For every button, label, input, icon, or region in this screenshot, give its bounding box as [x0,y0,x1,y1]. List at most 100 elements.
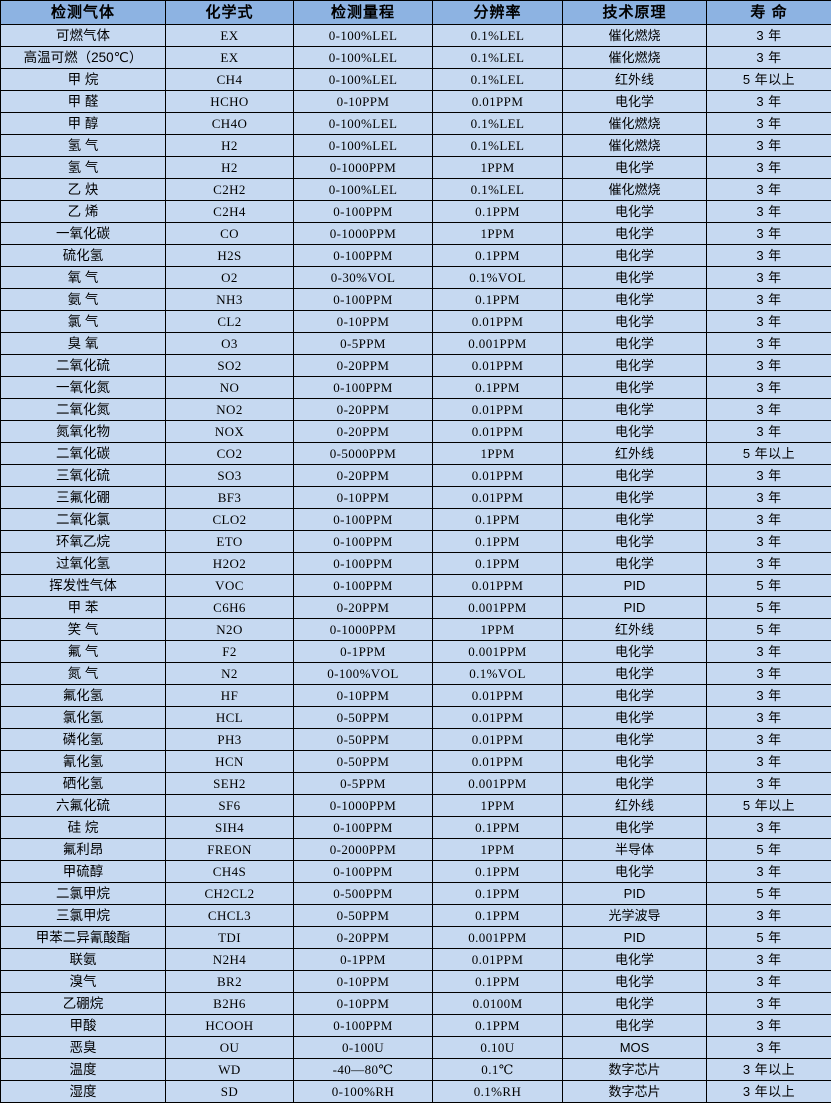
cell-detection-range: 0-5000PPM [294,443,433,465]
cell-lifespan: 3 年 [707,685,831,707]
table-header: 检测气体 化学式 检测量程 分辨率 技术原理 寿 命 [1,1,831,25]
cell-lifespan: 5 年 [707,883,831,905]
cell-resolution: 0.001PPM [433,333,563,355]
cell-detection-range: 0-100PPM [294,377,433,399]
cell-gas-name: 过氧化氢 [1,553,166,575]
cell-technical-principle: 电化学 [563,311,707,333]
cell-lifespan: 3 年 [707,201,831,223]
cell-detection-range: 0-100%RH [294,1081,433,1103]
cell-detection-range: 0-100PPM [294,817,433,839]
cell-chemical-formula: H2O2 [166,553,294,575]
cell-gas-name: 一氧化氮 [1,377,166,399]
cell-technical-principle: 电化学 [563,355,707,377]
cell-technical-principle: 电化学 [563,509,707,531]
cell-gas-name: 氮 气 [1,663,166,685]
cell-detection-range: 0-100PPM [294,201,433,223]
cell-chemical-formula: FREON [166,839,294,861]
cell-gas-name: 三氧化硫 [1,465,166,487]
cell-detection-range: 0-100%VOL [294,663,433,685]
cell-technical-principle: 催化燃烧 [563,135,707,157]
cell-gas-name: 高温可燃（250℃） [1,47,166,69]
cell-technical-principle: PID [563,575,707,597]
cell-resolution: 0.0100M [433,993,563,1015]
cell-chemical-formula: WD [166,1059,294,1081]
cell-resolution: 0.1%LEL [433,113,563,135]
cell-detection-range: 0-100PPM [294,1015,433,1037]
cell-lifespan: 3 年 [707,729,831,751]
cell-chemical-formula: CO [166,223,294,245]
cell-resolution: 0.1℃ [433,1059,563,1081]
cell-chemical-formula: N2H4 [166,949,294,971]
cell-resolution: 0.1PPM [433,201,563,223]
cell-technical-principle: 电化学 [563,817,707,839]
cell-technical-principle: 电化学 [563,289,707,311]
cell-chemical-formula: H2S [166,245,294,267]
cell-detection-range: 0-20PPM [294,927,433,949]
cell-chemical-formula: C2H4 [166,201,294,223]
cell-lifespan: 3 年 [707,861,831,883]
cell-lifespan: 5 年 [707,839,831,861]
cell-detection-range: 0-20PPM [294,597,433,619]
cell-lifespan: 5 年 [707,575,831,597]
cell-technical-principle: 电化学 [563,421,707,443]
cell-detection-range: 0-1PPM [294,949,433,971]
cell-resolution: 0.01PPM [433,707,563,729]
cell-detection-range: 0-30%VOL [294,267,433,289]
cell-detection-range: 0-500PPM [294,883,433,905]
cell-detection-range: 0-10PPM [294,487,433,509]
cell-resolution: 0.1PPM [433,971,563,993]
cell-gas-name: 氨 气 [1,289,166,311]
cell-gas-name: 湿度 [1,1081,166,1103]
cell-gas-name: 氯化氢 [1,707,166,729]
cell-technical-principle: 电化学 [563,949,707,971]
cell-lifespan: 3 年 [707,949,831,971]
cell-resolution: 0.1PPM [433,1015,563,1037]
cell-resolution: 0.1PPM [433,509,563,531]
column-header-principle: 技术原理 [563,1,707,25]
cell-lifespan: 3 年 [707,113,831,135]
cell-resolution: 1PPM [433,795,563,817]
cell-lifespan: 3 年 [707,25,831,47]
cell-detection-range: 0-100PPM [294,553,433,575]
cell-resolution: 0.1PPM [433,553,563,575]
cell-gas-name: 甲硫醇 [1,861,166,883]
cell-lifespan: 3 年 [707,1037,831,1059]
cell-technical-principle: PID [563,597,707,619]
cell-technical-principle: 电化学 [563,663,707,685]
cell-resolution: 0.01PPM [433,949,563,971]
cell-lifespan: 5 年以上 [707,443,831,465]
cell-chemical-formula: NO [166,377,294,399]
cell-gas-name: 二氧化氯 [1,509,166,531]
cell-lifespan: 3 年 [707,289,831,311]
cell-resolution: 0.1PPM [433,531,563,553]
cell-detection-range: 0-1PPM [294,641,433,663]
cell-technical-principle: 催化燃烧 [563,179,707,201]
cell-technical-principle: 红外线 [563,619,707,641]
cell-gas-name: 环氧乙烷 [1,531,166,553]
cell-detection-range: 0-20PPM [294,355,433,377]
cell-technical-principle: 电化学 [563,399,707,421]
cell-resolution: 0.1%RH [433,1081,563,1103]
cell-resolution: 0.01PPM [433,421,563,443]
cell-lifespan: 3 年 [707,465,831,487]
cell-detection-range: 0-50PPM [294,905,433,927]
cell-technical-principle: 电化学 [563,465,707,487]
cell-chemical-formula: SO3 [166,465,294,487]
cell-gas-name: 氯 气 [1,311,166,333]
cell-chemical-formula: SIH4 [166,817,294,839]
cell-chemical-formula: TDI [166,927,294,949]
cell-technical-principle: 电化学 [563,245,707,267]
cell-technical-principle: 数字芯片 [563,1081,707,1103]
cell-technical-principle: 红外线 [563,443,707,465]
cell-chemical-formula: B2H6 [166,993,294,1015]
cell-chemical-formula: HCL [166,707,294,729]
cell-lifespan: 3 年 [707,223,831,245]
